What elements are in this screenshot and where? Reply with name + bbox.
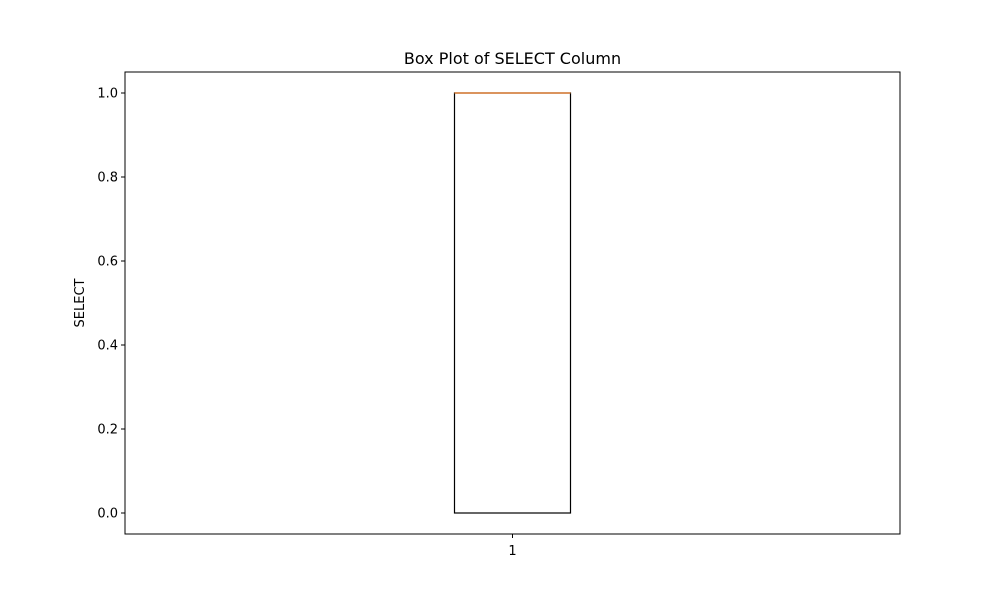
y-tick-label: 0.8 bbox=[97, 171, 118, 186]
y-tick-label: 0.4 bbox=[97, 339, 118, 354]
y-axis-label: SELECT bbox=[73, 278, 88, 327]
box-body bbox=[453, 92, 572, 514]
y-tick-label: 0.6 bbox=[97, 255, 118, 270]
y-tick-label: 1.0 bbox=[97, 87, 118, 102]
y-tick-label: 0.2 bbox=[97, 423, 118, 438]
axes-frame bbox=[124, 71, 901, 535]
y-tick-label: 0.0 bbox=[97, 507, 118, 522]
chart-title: Box Plot of SELECT Column bbox=[404, 49, 621, 68]
x-tick-label: 1 bbox=[508, 544, 516, 559]
plot-area: 0.0 0.2 0.4 0.6 0.8 1.0 1 bbox=[97, 71, 901, 559]
